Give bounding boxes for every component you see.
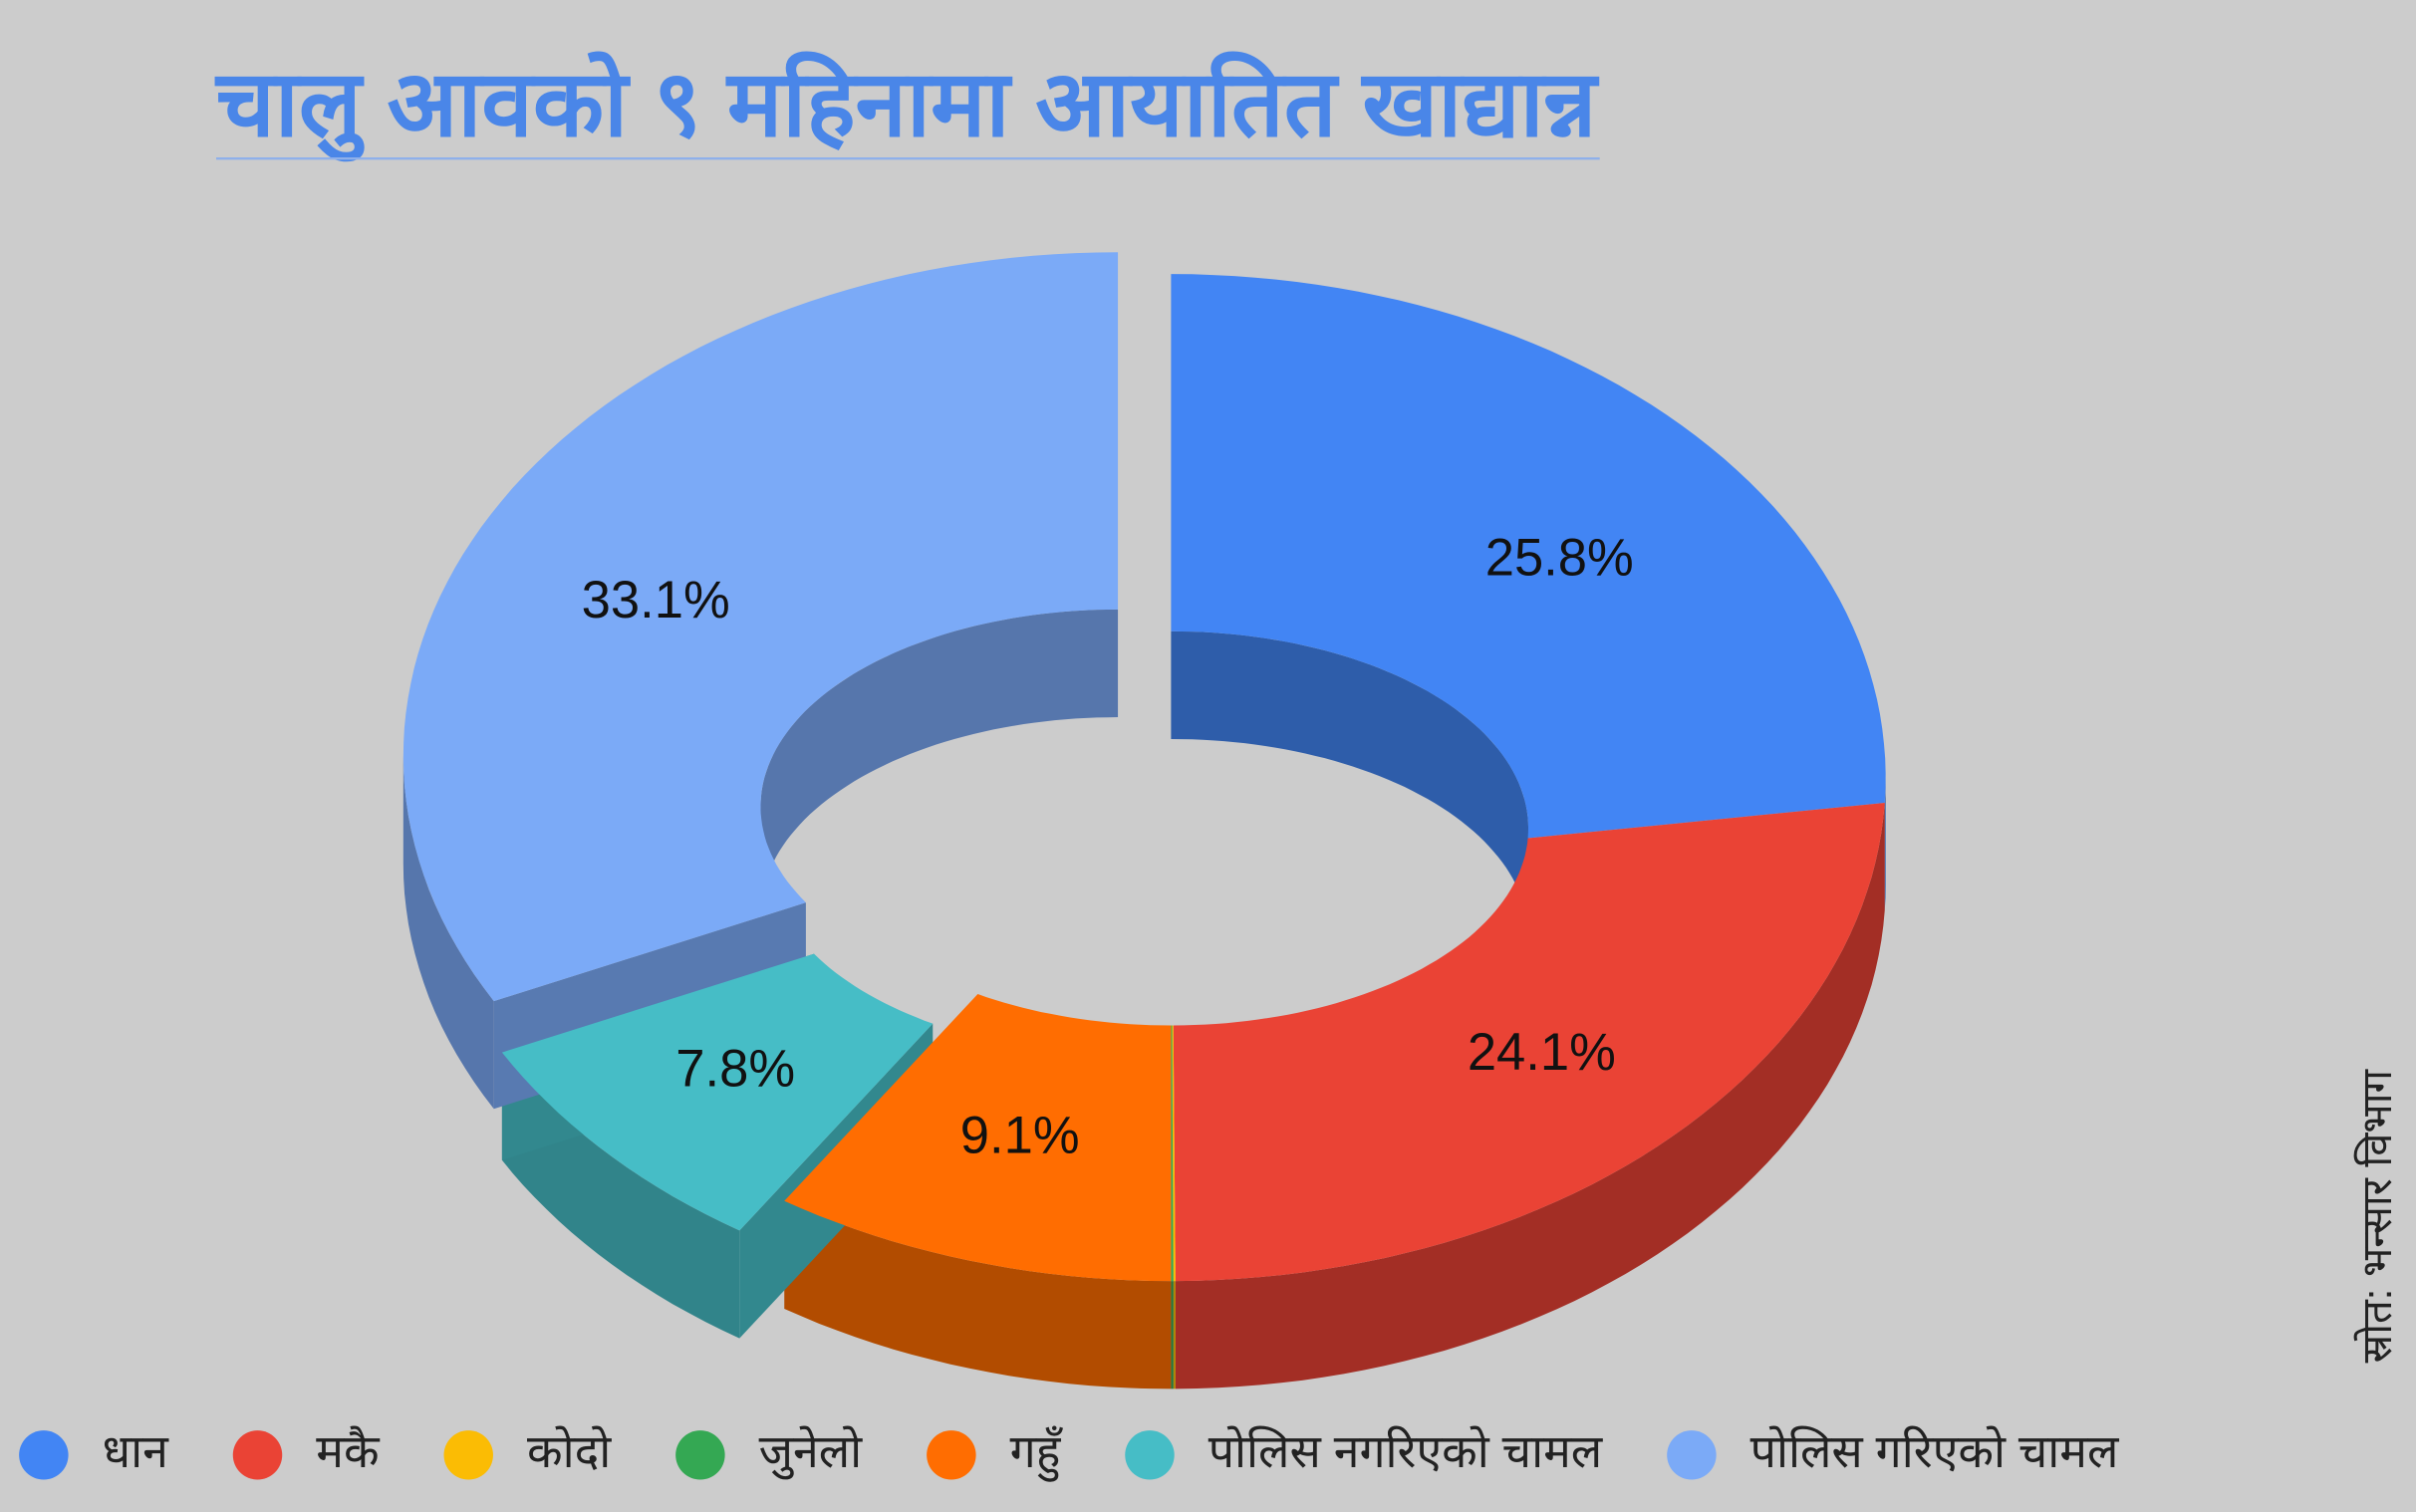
legend-label: पोलिस नगरिएको चामल [1208, 1425, 1604, 1477]
legend-swatch [232, 1430, 283, 1480]
slice [403, 252, 1119, 1002]
data-label: 25.8% [1485, 529, 1634, 588]
data-label: 9.1% [960, 1106, 1080, 1164]
legend-label: धान [103, 1425, 170, 1477]
legend-label: कोदो [527, 1425, 612, 1477]
legend: धान मकै कोदो जुनेलो गहुँ पोलिस नगरिएको चामल पो… [19, 1425, 2120, 1482]
inner-wall [1171, 630, 1529, 936]
slice [784, 993, 1172, 1282]
legend-swatch [675, 1430, 725, 1480]
source-note: स्रोत: भन्सार विभाग [2353, 1068, 2400, 1363]
data-label: 33.1% [582, 571, 730, 630]
slice [501, 953, 934, 1231]
legend-label: गहुँ [1010, 1425, 1064, 1482]
legend-label: मकै [316, 1425, 381, 1477]
legend-label: पोलिस गरिएको चामल [1750, 1425, 2120, 1477]
outer-wall [1175, 802, 1885, 1389]
legend-swatch [19, 1430, 69, 1480]
legend-swatch [927, 1430, 976, 1480]
slice [1172, 1025, 1176, 1282]
slice [1171, 274, 1886, 839]
data-label: 7.8% [675, 1039, 795, 1098]
legend-swatch [1667, 1430, 1717, 1480]
outer-wall [784, 1200, 1172, 1389]
outer-wall [1171, 1281, 1174, 1389]
outer-wall [1884, 777, 1886, 911]
legend-label: जुनेलो [759, 1425, 864, 1480]
chart-title: चालु आवको ९ महिनामा आयातित खाद्यान्न [214, 51, 1600, 162]
data-label: 24.1% [1468, 1023, 1616, 1082]
donut: 25.8% 24.1% 9.1% 7.8% 33.1% [403, 252, 1886, 1389]
outer-wall [1173, 1281, 1176, 1389]
legend-swatch [443, 1430, 493, 1480]
slice [1173, 802, 1885, 1282]
outer-wall [403, 755, 494, 1110]
legend-swatch [1125, 1430, 1175, 1480]
slice [1171, 1025, 1174, 1282]
inner-wall [760, 609, 1119, 914]
